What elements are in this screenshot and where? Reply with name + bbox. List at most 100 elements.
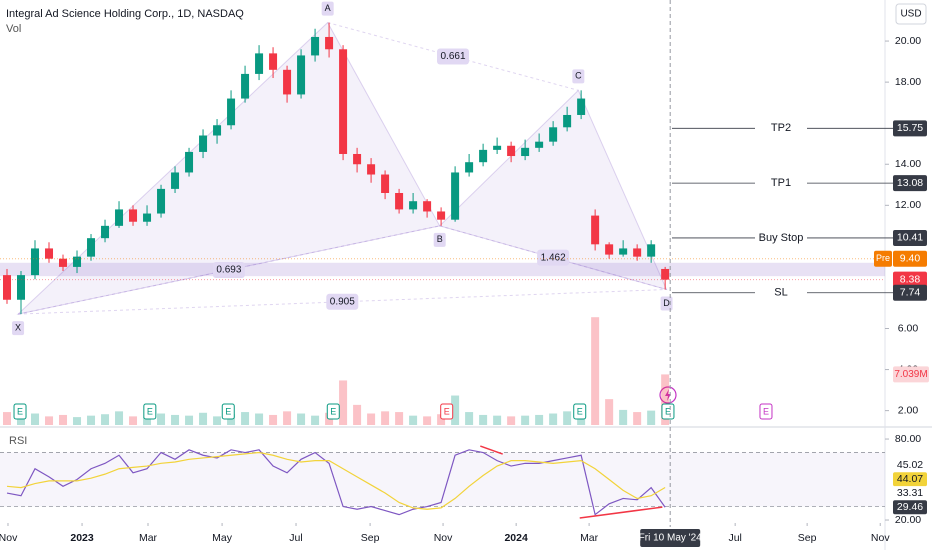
volume-bar (367, 413, 376, 425)
rsi-tag: 45.02 (897, 459, 923, 471)
candle-body (199, 135, 208, 152)
candle-body (591, 215, 600, 245)
volume-bar (661, 374, 670, 425)
candle-body (479, 149, 488, 163)
earnings-label: E (444, 406, 450, 416)
candle-body (143, 213, 152, 222)
crosshair-label-bg (640, 529, 701, 547)
volume-bar (199, 412, 208, 425)
rsi-line (6, 449, 666, 516)
volume-bar (3, 412, 12, 425)
ratio-line (327, 22, 579, 91)
rsi-tag-bg (893, 486, 927, 501)
candle-body (17, 275, 26, 300)
earnings-icon[interactable] (221, 403, 235, 420)
earnings-label: E (665, 406, 671, 416)
x-tick-label: Nov (871, 532, 890, 544)
point-label: A (325, 3, 331, 13)
candle-body (59, 258, 68, 267)
earnings-icon[interactable] (661, 403, 675, 420)
y-tick-label: 18.00 (895, 76, 921, 88)
price-tag: 8.38 (900, 273, 921, 285)
level-tag: 7.74 (900, 287, 921, 299)
earnings-label: E (763, 406, 769, 416)
earnings-icon[interactable] (326, 403, 340, 420)
level-tag-bg (893, 120, 927, 137)
candle-body (255, 53, 264, 74)
y-tick-label: 12.00 (895, 199, 921, 211)
volume-bar (563, 411, 572, 425)
level-label: SL (774, 287, 787, 299)
candle-body (563, 114, 572, 128)
candle-body (409, 201, 418, 210)
point-label: C (575, 71, 582, 81)
x-tick-label: Jul (289, 532, 302, 544)
ratio-label-bg (326, 293, 359, 310)
level-tag: 15.75 (897, 122, 923, 134)
volume-bar (395, 412, 404, 425)
symbol-title: Integral Ad Science Holding Corp., 1D, N… (6, 8, 244, 20)
x-tick-label: 2024 (504, 532, 528, 544)
point-label: D (663, 298, 670, 308)
volume-bar (73, 417, 82, 425)
volume-bar (339, 380, 348, 425)
level-label-bg (755, 176, 807, 191)
candle-body (339, 49, 348, 154)
candle-body (213, 125, 222, 136)
earnings-icon[interactable] (13, 403, 27, 420)
point-label: B (437, 234, 443, 244)
crosshair-label: Fri 10 May '24 (639, 533, 702, 544)
volume-bar (591, 317, 600, 425)
point-label: X (15, 323, 21, 333)
level-label: Buy Stop (759, 232, 804, 244)
y-tick-label: 80.00 (895, 433, 921, 445)
volume-bar (185, 415, 194, 425)
candle-body (87, 238, 96, 257)
volume-bar (171, 414, 180, 425)
candle-body (465, 162, 474, 173)
volume-bar (381, 411, 390, 425)
candle-body (171, 172, 180, 189)
candle-body (549, 127, 558, 142)
candle-body (3, 275, 12, 300)
trendline (579, 506, 663, 519)
candle-body (577, 98, 586, 115)
y-tick-label: 14.00 (895, 158, 921, 170)
x-tick-label: May (212, 532, 233, 544)
volume-bar (157, 413, 166, 425)
candle-body (45, 248, 54, 259)
earnings-icon[interactable] (143, 403, 157, 420)
candle-body (325, 36, 334, 50)
earnings-icon[interactable] (440, 403, 454, 420)
x-tick-label: Sep (798, 532, 817, 544)
candle-body (437, 211, 446, 220)
earnings-icon[interactable] (759, 403, 773, 420)
volume-bar (45, 416, 54, 425)
candle-body (507, 145, 516, 157)
volume-bar (353, 404, 362, 425)
volume-bar (31, 413, 40, 425)
rsi-tag: 44.07 (897, 473, 923, 485)
ratio-label: 0.905 (330, 296, 355, 307)
earnings-icon[interactable] (573, 403, 587, 420)
volume-bar (479, 414, 488, 425)
y-tick-label: 20.00 (895, 35, 921, 47)
rsi-tag-bg (893, 458, 927, 473)
ratio-label-bg (537, 249, 570, 266)
lightning (665, 389, 671, 401)
volume-bar (101, 414, 110, 425)
currency-label: USD (900, 9, 921, 20)
pre-tag-bg (874, 250, 892, 267)
level-tag-bg (893, 284, 927, 301)
point-label-bg (660, 296, 673, 311)
y-tick-label: 2.00 (898, 404, 919, 416)
level-label-bg (755, 285, 807, 300)
currency-button[interactable] (895, 3, 927, 25)
x-tick-label: Mar (139, 532, 158, 544)
volume-bar (451, 395, 460, 425)
point-label-bg (433, 232, 446, 247)
earnings-label: E (17, 406, 23, 416)
volume-bar (647, 410, 656, 425)
candle-body (493, 145, 502, 150)
